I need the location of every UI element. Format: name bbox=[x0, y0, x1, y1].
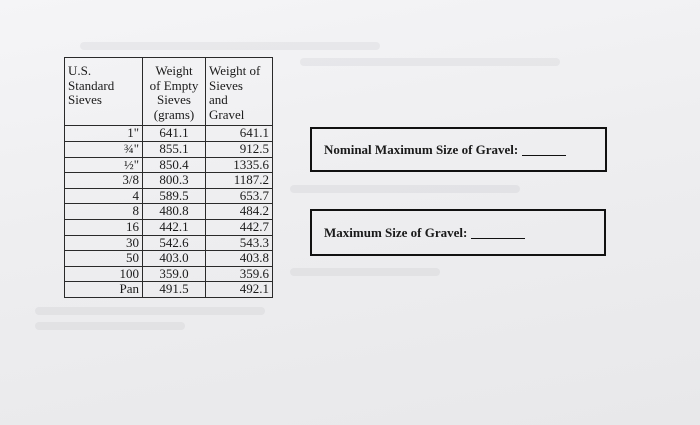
table-row: 50 403.0 403.8 bbox=[64, 250, 273, 267]
bleed-through-text bbox=[290, 268, 440, 276]
gravel-weight: 1187.2 bbox=[205, 172, 273, 189]
empty-weight: 850.4 bbox=[142, 156, 206, 174]
table-row: 3/8 800.3 1187.2 bbox=[64, 172, 273, 189]
bleed-through-text bbox=[300, 58, 560, 66]
max-size-blank[interactable] bbox=[471, 226, 526, 239]
table-row: 1" 641.1 641.1 bbox=[64, 125, 273, 142]
gravel-weight: 442.7 bbox=[205, 218, 273, 236]
sieve-size: 3/8 bbox=[64, 172, 143, 189]
sieve-size: 4 bbox=[64, 187, 143, 205]
sieve-size: ½" bbox=[64, 156, 143, 174]
gravel-weight: 1335.6 bbox=[205, 156, 273, 174]
bleed-through-text bbox=[35, 322, 185, 330]
empty-weight: 442.1 bbox=[142, 218, 206, 236]
table-row: 4 589.5 653.7 bbox=[64, 187, 273, 205]
sieve-size: 50 bbox=[64, 250, 143, 267]
empty-weight: 359.0 bbox=[142, 265, 206, 283]
table-row: Pan 491.5 492.1 bbox=[64, 281, 273, 298]
table-header-row: U.S. Standard Sieves Weight of Empty Sie… bbox=[64, 56, 273, 127]
nominal-max-size-label: Nominal Maximum Size of Gravel: bbox=[324, 141, 519, 157]
gravel-weight: 912.5 bbox=[205, 140, 273, 158]
sieve-size: 100 bbox=[64, 265, 143, 283]
gravel-weight: 543.3 bbox=[205, 234, 273, 252]
gravel-weight: 641.1 bbox=[205, 125, 273, 142]
sieve-size: Pan bbox=[64, 281, 143, 298]
header-us-standard-sieves: U.S. Standard Sieves bbox=[64, 56, 143, 127]
gravel-weight: 653.7 bbox=[205, 187, 273, 205]
table-row: ¾" 855.1 912.5 bbox=[64, 140, 273, 158]
empty-weight: 800.3 bbox=[142, 172, 206, 189]
max-size-box: Maximum Size of Gravel: bbox=[310, 209, 606, 256]
empty-weight: 855.1 bbox=[142, 140, 206, 158]
empty-weight: 491.5 bbox=[142, 281, 206, 298]
bleed-through-text bbox=[80, 42, 380, 50]
empty-weight: 403.0 bbox=[142, 250, 206, 267]
sieve-size: 16 bbox=[64, 218, 143, 236]
sieve-data-table: U.S. Standard Sieves Weight of Empty Sie… bbox=[64, 56, 273, 298]
sieve-size: 30 bbox=[64, 234, 143, 252]
table-row: 16 442.1 442.7 bbox=[64, 218, 273, 236]
gravel-weight: 359.6 bbox=[205, 265, 273, 283]
table-row: ½" 850.4 1335.6 bbox=[64, 156, 273, 174]
bleed-through-text bbox=[290, 185, 520, 193]
gravel-weight: 492.1 bbox=[205, 281, 273, 298]
sieve-size: 1" bbox=[64, 125, 143, 142]
sieve-size: ¾" bbox=[64, 140, 143, 158]
bleed-through-text bbox=[35, 307, 265, 315]
table-row: 100 359.0 359.6 bbox=[64, 265, 273, 283]
empty-weight: 589.5 bbox=[142, 187, 206, 205]
max-size-label: Maximum Size of Gravel: bbox=[324, 224, 468, 240]
header-weight-sieves-gravel: Weight of Sieves and Gravel bbox=[205, 56, 273, 127]
empty-weight: 641.1 bbox=[142, 125, 206, 142]
nominal-max-size-box: Nominal Maximum Size of Gravel: bbox=[310, 127, 607, 172]
nominal-max-size-blank[interactable] bbox=[522, 143, 567, 156]
gravel-weight: 403.8 bbox=[205, 250, 273, 267]
table-row: 8 480.8 484.2 bbox=[64, 203, 273, 220]
header-weight-empty-sieves: Weight of Empty Sieves (grams) bbox=[142, 56, 206, 127]
empty-weight: 480.8 bbox=[142, 203, 206, 220]
empty-weight: 542.6 bbox=[142, 234, 206, 252]
sieve-size: 8 bbox=[64, 203, 143, 220]
gravel-weight: 484.2 bbox=[205, 203, 273, 220]
table-row: 30 542.6 543.3 bbox=[64, 234, 273, 252]
